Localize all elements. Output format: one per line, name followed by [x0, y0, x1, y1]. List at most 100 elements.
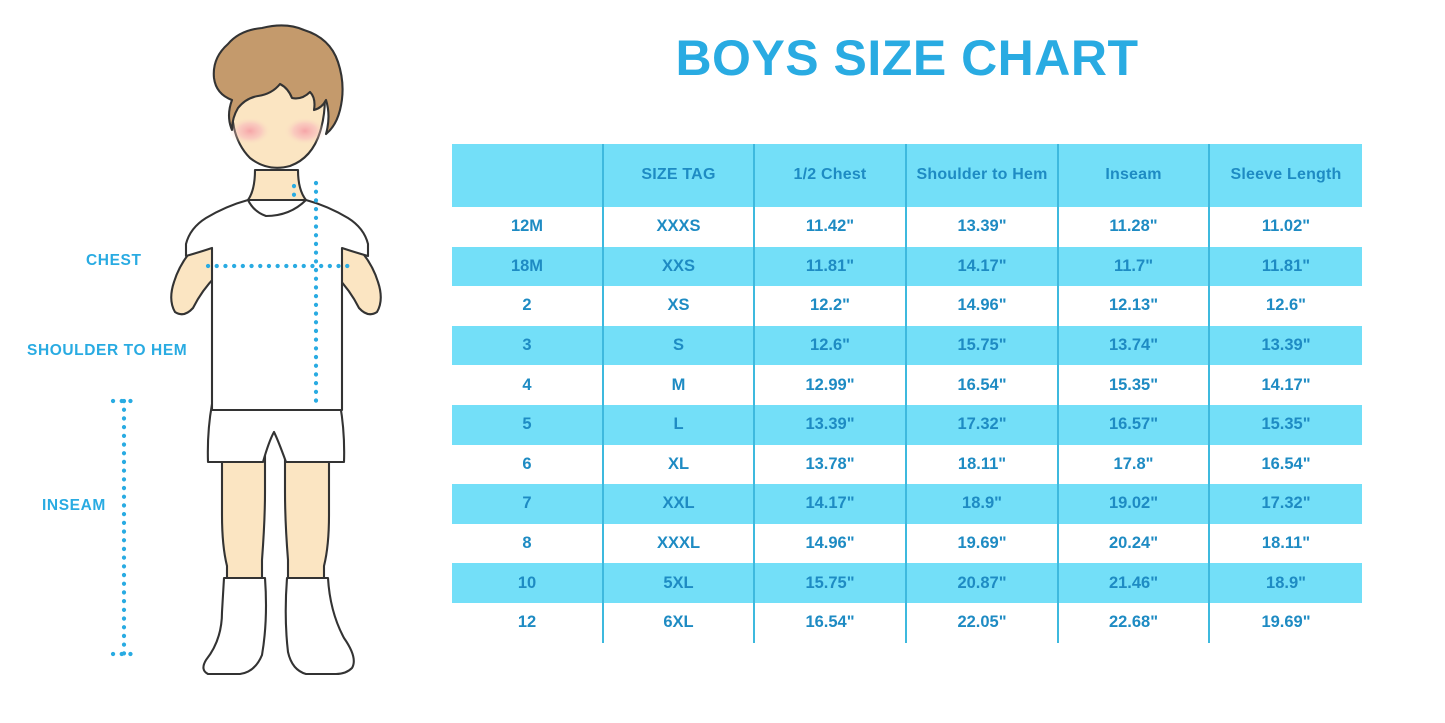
table-row: 10 5XL 15.75" 20.87" 21.46" 18.9"	[452, 563, 1362, 603]
cell-half-chest: 12.2"	[753, 286, 906, 326]
cell-age: 10	[517, 573, 537, 592]
cell-inseam: 13.74"	[1057, 325, 1209, 366]
cell-shoulder-to-hem: 17.32"	[905, 404, 1058, 445]
hair	[212, 24, 344, 136]
column-header-sleeve-length: Sleeve Length	[1208, 144, 1362, 207]
table-header-row: SIZE TAG 1/2 Chest Shoulder to Hem Insea…	[452, 144, 1362, 207]
cell-inseam: 15.35"	[1057, 365, 1209, 405]
cell-size-tag: XXS	[602, 246, 754, 287]
shoulder-to-hem-label: SHOULDER TO HEM	[27, 342, 188, 359]
cell-inseam: 16.57"	[1057, 404, 1209, 445]
cell-size-tag: 5XL	[602, 563, 754, 603]
cell-size-tag: XXXL	[602, 523, 754, 564]
cell-age: 6	[522, 454, 532, 473]
cell-shoulder-to-hem: 15.75"	[905, 325, 1058, 366]
cell-age: 2	[522, 296, 532, 315]
cell-shoulder-to-hem: 14.96"	[905, 286, 1058, 326]
cell-half-chest: 14.96"	[753, 523, 906, 564]
column-header-age	[452, 144, 603, 207]
cell-sleeve-length: 12.6"	[1208, 286, 1362, 326]
cell-shoulder-to-hem: 19.69"	[905, 523, 1058, 564]
cell-sleeve-length: 11.81"	[1208, 246, 1362, 287]
page-title: BOYS SIZE CHART	[675, 30, 1139, 86]
cell-half-chest: 13.39"	[753, 404, 906, 445]
table-body: 12M XXXS 11.42" 13.39" 11.28" 11.02" 18M XXS 11.…	[452, 207, 1362, 643]
tshirt	[184, 198, 370, 412]
cell-inseam: 19.02"	[1057, 484, 1209, 524]
cell-sleeve-length: 13.39"	[1208, 325, 1362, 366]
cell-size-tag: XXXS	[602, 207, 754, 247]
table-row: 12 6XL 16.54" 22.05" 22.68" 19.69"	[452, 602, 1362, 643]
cell-age: 12	[517, 613, 537, 632]
table-row: 7 XXL 14.17" 18.9" 19.02" 17.32"	[452, 484, 1362, 524]
cell-shoulder-to-hem: 18.11"	[905, 444, 1058, 485]
table-row: 12M XXXS 11.42" 13.39" 11.28" 11.02"	[452, 207, 1362, 247]
cell-sleeve-length: 19.69"	[1208, 602, 1362, 643]
boy-measurement-figure	[110, 24, 382, 676]
cell-age: 3	[522, 336, 532, 355]
cell-half-chest: 12.6"	[753, 325, 906, 366]
column-header-size-tag: SIZE TAG	[602, 144, 754, 207]
cell-shoulder-to-hem: 18.9"	[905, 484, 1058, 524]
cell-sleeve-length: 15.35"	[1208, 404, 1362, 445]
cell-half-chest: 16.54"	[753, 602, 906, 643]
cell-age: 7	[522, 494, 532, 513]
cell-size-tag: XL	[602, 444, 754, 485]
table-row: 8 XXXL 14.96" 19.69" 20.24" 18.11"	[452, 523, 1362, 564]
chest-label: CHEST	[86, 252, 142, 269]
cell-inseam: 12.13"	[1057, 286, 1209, 326]
cell-sleeve-length: 11.02"	[1208, 207, 1362, 247]
cell-sleeve-length: 18.9"	[1208, 563, 1362, 603]
shorts	[206, 402, 346, 464]
cell-inseam: 11.28"	[1057, 207, 1209, 247]
cell-half-chest: 12.99"	[753, 365, 906, 405]
leg-left	[220, 453, 267, 588]
cell-age: 12M	[510, 217, 544, 236]
table-row: 2 XS 12.2" 14.96" 12.13" 12.6"	[452, 286, 1362, 326]
column-header-shoulder-to-hem: Shoulder to Hem	[905, 144, 1058, 207]
cell-half-chest: 11.81"	[753, 246, 906, 287]
table-row: 4 M 12.99" 16.54" 15.35" 14.17"	[452, 365, 1362, 405]
blush-left	[229, 117, 271, 145]
cell-half-chest: 15.75"	[753, 563, 906, 603]
table-row: 5 L 13.39" 17.32" 16.57" 15.35"	[452, 404, 1362, 445]
cell-age: 5	[522, 415, 532, 434]
cell-shoulder-to-hem: 13.39"	[905, 207, 1058, 247]
cell-inseam: 22.68"	[1057, 602, 1209, 643]
column-header-half-chest: 1/2 Chest	[753, 144, 906, 207]
table-header: SIZE TAG 1/2 Chest Shoulder to Hem Insea…	[452, 144, 1362, 207]
cell-half-chest: 14.17"	[753, 484, 906, 524]
cell-inseam: 11.7"	[1057, 246, 1209, 287]
cell-sleeve-length: 14.17"	[1208, 365, 1362, 405]
cell-size-tag: XXL	[602, 484, 754, 524]
blush-right	[284, 117, 326, 145]
cell-age: 8	[522, 534, 532, 553]
cell-age: 18M	[510, 256, 544, 275]
cell-shoulder-to-hem: 14.17"	[905, 246, 1058, 287]
column-header-inseam: Inseam	[1057, 144, 1209, 207]
table-row: 3 S 12.6" 15.75" 13.74" 13.39"	[452, 325, 1362, 366]
sock-left	[202, 576, 268, 676]
boy-illustration-panel: CHEST SHOULDER TO HEM INSEAM	[0, 0, 452, 723]
cell-inseam: 20.24"	[1057, 523, 1209, 564]
cell-sleeve-length: 16.54"	[1208, 444, 1362, 485]
cell-size-tag: M	[602, 365, 754, 405]
neck	[246, 168, 308, 202]
cell-size-tag: XS	[602, 286, 754, 326]
size-chart-table: SIZE TAG 1/2 Chest Shoulder to Hem Insea…	[452, 144, 1362, 643]
cell-half-chest: 11.42"	[753, 207, 906, 247]
cell-half-chest: 13.78"	[753, 444, 906, 485]
cell-sleeve-length: 18.11"	[1208, 523, 1362, 564]
cell-size-tag: L	[602, 404, 754, 445]
cell-shoulder-to-hem: 22.05"	[905, 602, 1058, 643]
table-row: 18M XXS 11.81" 14.17" 11.7" 11.81"	[452, 246, 1362, 287]
cell-shoulder-to-hem: 20.87"	[905, 563, 1058, 603]
cell-age: 4	[522, 375, 532, 394]
cell-size-tag: S	[602, 325, 754, 366]
cell-inseam: 21.46"	[1057, 563, 1209, 603]
cell-sleeve-length: 17.32"	[1208, 484, 1362, 524]
sock-right	[284, 576, 355, 676]
table-row: 6 XL 13.78" 18.11" 17.8" 16.54"	[452, 444, 1362, 485]
cell-shoulder-to-hem: 16.54"	[905, 365, 1058, 405]
